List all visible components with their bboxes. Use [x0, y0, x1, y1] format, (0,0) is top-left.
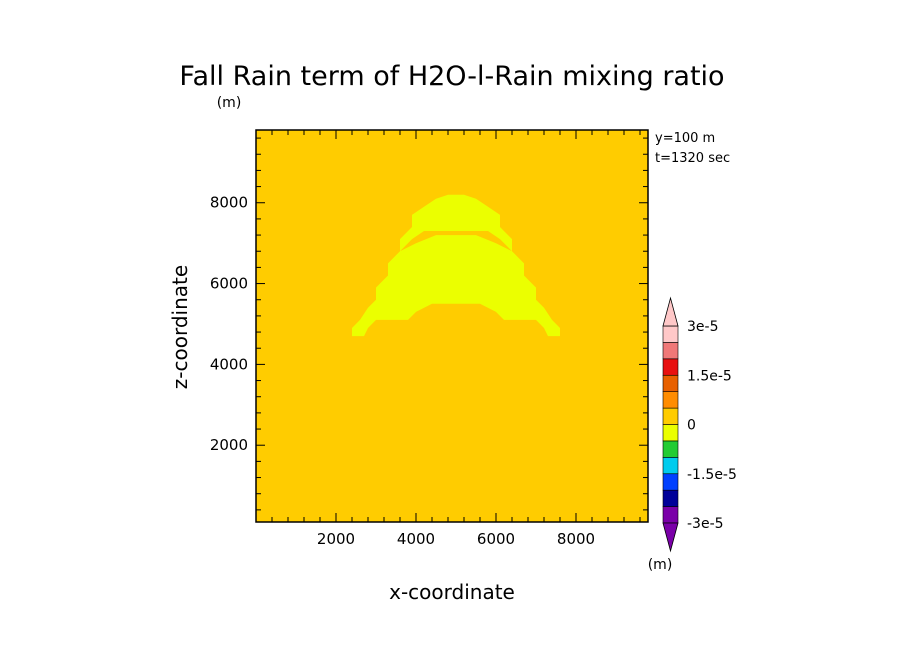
x-tick-label: 4000 [397, 530, 435, 548]
y-axis-title: z-coordinate [168, 265, 192, 389]
colorbar-segment [662, 424, 679, 442]
x-axis-title: x-coordinate [389, 580, 515, 604]
x-tick-label: 8000 [557, 530, 595, 548]
colorbar-segment [662, 489, 679, 507]
colorbar-lower-extend [662, 522, 679, 553]
y-tick-label: 8000 [210, 194, 248, 212]
colorbar-label: 0 [687, 418, 696, 434]
colorbar-upper-extend [662, 296, 679, 327]
colorbar-segment [662, 342, 679, 360]
colorbar-segment [662, 440, 679, 458]
colorbar-label: -1.5e-5 [687, 467, 737, 483]
colorbar: 3e-5 1.5e-5 0 -1.5e-5 -3e-5 [662, 296, 737, 553]
colorbar-segment [662, 374, 679, 392]
colorbar-label: 1.5e-5 [687, 368, 732, 384]
field-background [256, 130, 648, 522]
chart-title: Fall Rain term of H2O-l-Rain mixing rati… [179, 61, 724, 92]
x-tick-label: 2000 [317, 530, 355, 548]
y-tick-label: 4000 [210, 355, 248, 373]
colorbar-unit: (m) [648, 557, 673, 573]
colorbar-label: 3e-5 [687, 319, 718, 335]
plot-frame [255, 129, 649, 523]
colorbar-segment [662, 391, 679, 409]
colorbar-label: -3e-5 [687, 516, 724, 532]
contour-region-0 [352, 194, 560, 337]
title-unit: (m) [217, 95, 242, 111]
y-tick-label: 6000 [210, 275, 248, 293]
annotation-time: t=1320 sec [655, 151, 730, 166]
colorbar-segment [662, 473, 679, 491]
colorbar-segment [662, 325, 679, 343]
colorbar-segment [662, 457, 679, 475]
colorbar-segment [662, 407, 679, 425]
colorbar-segment [662, 506, 679, 524]
plot-area: 2000 4000 6000 8000 2000 4000 6000 8000 [210, 129, 649, 548]
x-tick-label: 6000 [477, 530, 515, 548]
annotation-y-level: y=100 m [655, 131, 715, 146]
colorbar-segment [662, 358, 679, 376]
y-tick-label: 2000 [210, 436, 248, 454]
